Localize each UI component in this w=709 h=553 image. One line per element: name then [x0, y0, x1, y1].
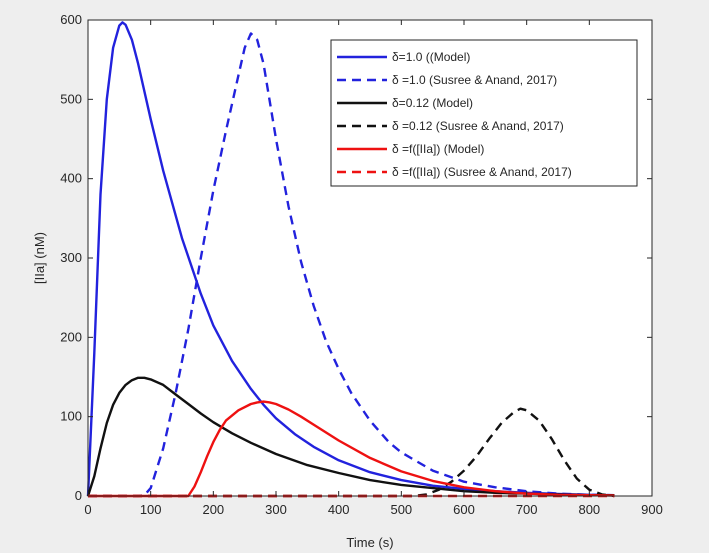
y-axis-label: [IIa] (nM)	[32, 232, 47, 284]
series-line-1	[86, 21, 615, 497]
legend-label-6: δ =f([IIa]) (Susree & Anand, 2017)	[392, 165, 572, 179]
y-tick-label: 300	[60, 250, 82, 265]
legend-box	[330, 39, 638, 187]
y-tick-label: 100	[60, 409, 82, 424]
x-tick-label: 800	[578, 502, 600, 517]
x-tick-label: 100	[140, 502, 162, 517]
x-tick-label: 900	[641, 502, 663, 517]
x-tick-label: 400	[328, 502, 350, 517]
legend: δ=1.0 ((Model) δ =1.0 (Susree & Anand, 20…	[330, 39, 638, 187]
tick-layer: 0 100 200 300 400 500 600 700 800 900 0 100 200 300 40…	[60, 12, 663, 517]
y-tick-label: 400	[60, 171, 82, 186]
y-tick-label: 500	[60, 91, 82, 106]
series-line-4	[88, 407, 615, 498]
x-tick-label: 600	[453, 502, 475, 517]
legend-label-5: δ =f([IIa]) (Model)	[392, 142, 484, 156]
x-axis-label: Time (s)	[346, 535, 393, 550]
legend-label-2: δ =1.0 (Susree & Anand, 2017)	[392, 73, 557, 87]
series-line-2	[88, 32, 615, 498]
legend-label-1: δ=1.0 ((Model)	[392, 50, 470, 64]
x-tick-label: 300	[265, 502, 287, 517]
series-line-3	[86, 376, 615, 497]
x-tick-label: 200	[202, 502, 224, 517]
x-tick-label: 0	[84, 502, 91, 517]
legend-items: δ=1.0 ((Model) δ =1.0 (Susree & Anand, 20…	[337, 50, 572, 179]
y-tick-label: 0	[75, 488, 82, 503]
series-line-5	[88, 400, 615, 498]
y-tick-label: 600	[60, 12, 82, 27]
y-tick-label: 200	[60, 329, 82, 344]
x-tick-label: 500	[390, 502, 412, 517]
legend-label-4: δ =0.12 (Susree & Anand, 2017)	[392, 119, 564, 133]
x-tick-label: 700	[516, 502, 538, 517]
legend-label-3: δ=0.12 (Model)	[392, 96, 473, 110]
